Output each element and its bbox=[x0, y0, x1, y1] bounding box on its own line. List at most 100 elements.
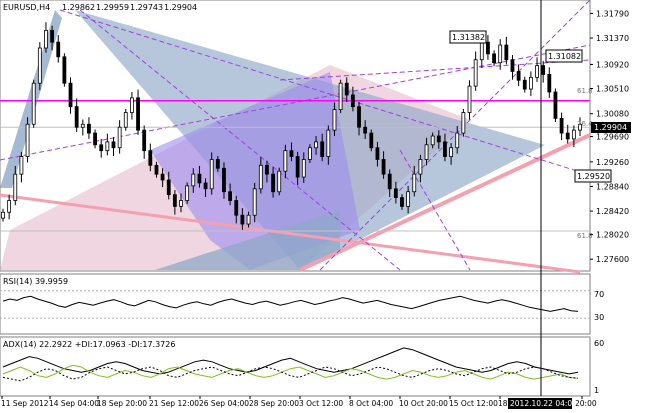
rsi-series bbox=[0, 290, 590, 319]
price-tick-label: 1.29260 bbox=[596, 158, 629, 167]
adx-tick-1: 1 bbox=[594, 386, 599, 395]
candle-body bbox=[541, 65, 546, 75]
candle-body bbox=[350, 94, 355, 108]
rsi-title: RSI(14) 39.9959 bbox=[3, 277, 68, 286]
rsi-tick-30: 30 bbox=[594, 313, 604, 322]
candle-body bbox=[234, 200, 239, 216]
candle-body bbox=[528, 76, 533, 90]
price-tick-label: 1.27600 bbox=[596, 255, 629, 264]
candle-body bbox=[553, 91, 558, 119]
candle-body bbox=[105, 141, 110, 152]
candle-body bbox=[301, 159, 306, 178]
price-tick-label: 1.30510 bbox=[596, 84, 629, 93]
candle-body bbox=[56, 41, 61, 58]
candle-body bbox=[215, 159, 220, 169]
candle-body bbox=[123, 112, 128, 128]
candle-body bbox=[252, 188, 257, 216]
candle-body bbox=[473, 59, 478, 87]
candle-body bbox=[222, 167, 226, 193]
candle-body bbox=[62, 56, 67, 84]
pink-trendline-up bbox=[299, 133, 591, 272]
candle-body bbox=[363, 126, 368, 134]
candle-body bbox=[228, 191, 233, 201]
adx-title: ADX(14) 22.2922 +DI:17.0963 -DI:17.3726 bbox=[3, 340, 175, 349]
candle-body bbox=[443, 141, 447, 157]
candle-body bbox=[479, 41, 484, 61]
candle-body bbox=[142, 129, 147, 152]
candle-body bbox=[31, 82, 36, 125]
price-tick-label: 1.30080 bbox=[596, 110, 629, 119]
time-tick-label: 18 bbox=[498, 399, 508, 408]
candle-body bbox=[13, 173, 18, 201]
candle-body bbox=[172, 194, 177, 207]
candle-body bbox=[430, 135, 435, 146]
candle-body bbox=[461, 112, 466, 134]
candle-body bbox=[166, 179, 171, 196]
candle-body bbox=[203, 182, 208, 190]
candle-body bbox=[160, 173, 165, 181]
adx-line bbox=[2, 347, 579, 375]
adx-tick-60: 60 bbox=[594, 339, 604, 348]
time-tick-label: 26 Sep 04:00 bbox=[199, 399, 249, 408]
fib-label-mid: 76.4 bbox=[577, 120, 593, 128]
candle-body bbox=[50, 29, 55, 43]
price-tick-label: 1.28020 bbox=[596, 231, 629, 240]
label-high-1: 1.31382 bbox=[449, 30, 487, 44]
candle-body bbox=[185, 185, 190, 201]
candle-body bbox=[332, 109, 337, 131]
candle-body bbox=[418, 159, 423, 175]
candle-body bbox=[535, 65, 539, 78]
time-tick-label: 28 Sep 20:00 bbox=[249, 399, 299, 408]
candle-body bbox=[154, 164, 159, 175]
candle-body bbox=[486, 41, 490, 55]
candle-body bbox=[314, 141, 318, 149]
candle-body bbox=[375, 147, 380, 160]
price-axis: 1.31790 1.31370 1.30920 1.30510 1.30080 1.296… bbox=[590, 9, 629, 264]
candle-body bbox=[99, 144, 104, 152]
time-tick-label: 11 Sep 2012 bbox=[1, 399, 49, 408]
candle-body bbox=[406, 191, 411, 207]
dashed-trendline-2 bbox=[0, 44, 591, 161]
blue-triangle-left bbox=[0, 10, 62, 188]
blue-triangle-bottom bbox=[155, 210, 340, 270]
candle-body bbox=[467, 85, 472, 113]
pink-trendline-down bbox=[0, 193, 581, 274]
price-tick-label: 1.31370 bbox=[596, 34, 629, 43]
time-tick-label: 3 Oct 12:00 bbox=[299, 399, 343, 408]
candle-body bbox=[197, 173, 202, 184]
candle-body bbox=[547, 74, 552, 93]
candle-body bbox=[381, 159, 386, 175]
dashed-trendline-1 bbox=[59, 9, 591, 176]
candle-body bbox=[400, 197, 404, 207]
candle-body bbox=[258, 164, 263, 190]
rsi-line bbox=[2, 295, 579, 312]
candle-body bbox=[498, 44, 503, 64]
candle-body bbox=[80, 123, 85, 128]
candle-body bbox=[289, 150, 294, 157]
candle-body bbox=[387, 173, 392, 190]
drawing-objects bbox=[0, 0, 591, 274]
candle-body bbox=[455, 132, 460, 149]
candle-body bbox=[240, 214, 245, 225]
candle-body bbox=[136, 97, 140, 131]
candle-body bbox=[571, 129, 576, 140]
candle-body bbox=[326, 129, 331, 157]
candle-body bbox=[344, 82, 349, 96]
candle-body bbox=[117, 126, 122, 149]
candle-body bbox=[369, 132, 374, 149]
ohlc-close: 1.29904 bbox=[164, 3, 197, 12]
candle-body bbox=[424, 144, 429, 160]
level-lines bbox=[0, 100, 590, 232]
candle-body bbox=[277, 170, 282, 193]
time-tick-label: 14 Sep 04:00 bbox=[49, 399, 99, 408]
candle-body bbox=[559, 118, 564, 134]
ohlc-open: 1.29862 bbox=[62, 3, 95, 12]
time-tick-label: 8 Oct 04:00 bbox=[349, 399, 393, 408]
candle-body bbox=[492, 53, 496, 64]
candle-body bbox=[271, 173, 275, 193]
dashed-trendline-3 bbox=[79, 9, 401, 271]
price-tick-label: 1.31790 bbox=[596, 9, 629, 18]
candle-body bbox=[295, 156, 300, 178]
candle-body bbox=[87, 123, 91, 134]
